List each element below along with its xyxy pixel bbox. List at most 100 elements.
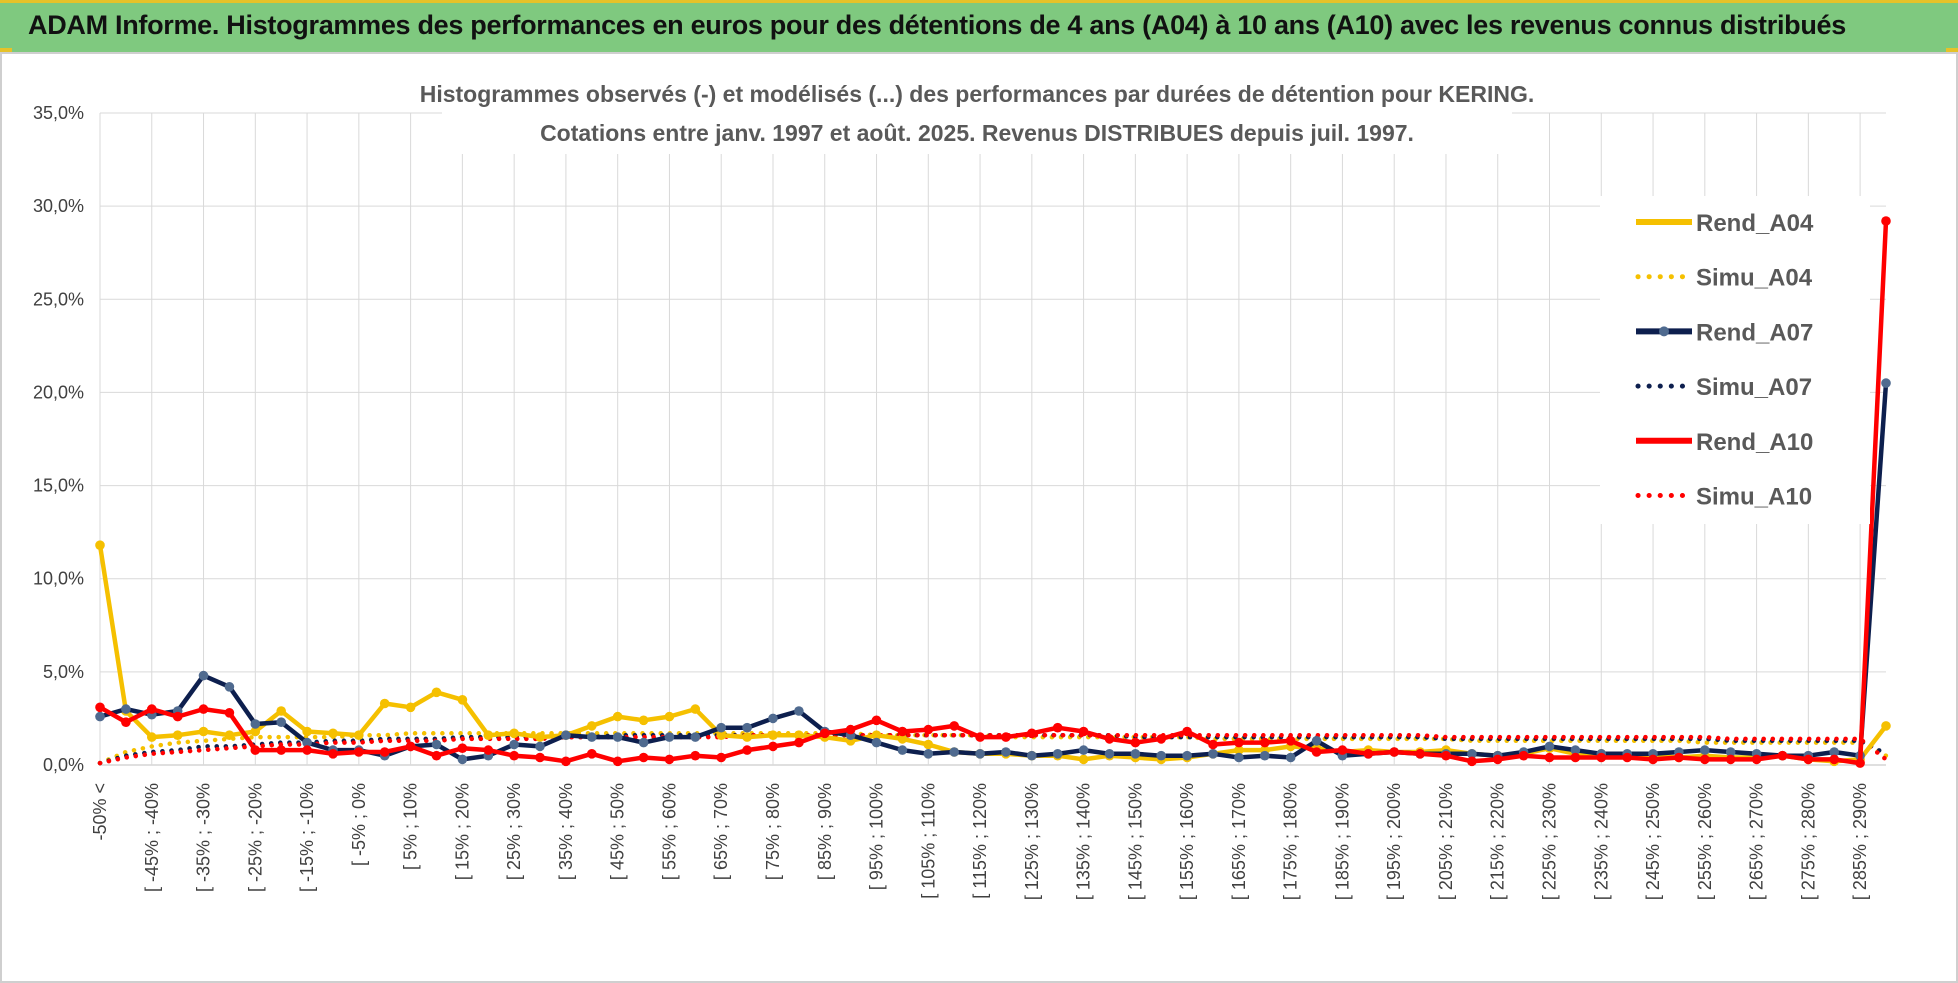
x-tick-label: [ 275% ; 280% <box>1798 783 1818 900</box>
data-point-rend-a07 <box>1570 745 1581 755</box>
data-point-rend-a04 <box>276 706 287 716</box>
data-point-rend-a07 <box>1208 749 1218 759</box>
data-point-rend-a10 <box>328 749 338 759</box>
data-point-rend-a04 <box>405 702 416 713</box>
data-point-rend-a04 <box>1078 754 1089 765</box>
x-tick-label: [ 15% ; 20% <box>452 783 472 880</box>
x-tick-label: [ 75% ; 80% <box>763 783 783 880</box>
data-point-rend-a10 <box>1622 752 1632 763</box>
data-point-rend-a10 <box>483 745 494 755</box>
data-point-rend-a10 <box>354 747 364 757</box>
y-tick-label: 5,0% <box>43 662 84 682</box>
data-point-rend-a10 <box>431 750 442 761</box>
legend: Rend_A04 Simu_A04 Rend_A07 Simu_A07 Rend_A10… <box>1600 196 1870 524</box>
x-tick-label: [ 25% ; 30% <box>504 783 524 880</box>
x-tick-label: [ 235% ; 240% <box>1591 783 1611 900</box>
data-point-rend-a10 <box>612 756 623 767</box>
data-point-rend-a04 <box>587 721 597 731</box>
data-point-rend-a07 <box>1285 752 1296 763</box>
data-point-rend-a04 <box>431 687 442 698</box>
data-point-rend-a07 <box>742 722 752 733</box>
data-point-rend-a10 <box>1363 749 1374 759</box>
data-point-rend-a04 <box>250 726 261 737</box>
data-point-rend-a07 <box>276 717 287 727</box>
x-tick-label: [ -35% ; -30% <box>194 783 214 892</box>
x-tick-label: -50% < <box>90 783 110 841</box>
data-point-rend-a04 <box>483 730 494 740</box>
data-point-rend-a04 <box>664 711 675 722</box>
y-tick-label: 0,0% <box>43 755 84 775</box>
data-point-rend-a07 <box>1544 741 1555 752</box>
legend-label-rend-a04: Rend_A04 <box>1696 210 1814 237</box>
data-point-rend-a10 <box>1492 754 1503 765</box>
data-point-rend-a04 <box>379 698 390 709</box>
data-point-rend-a10 <box>923 724 934 735</box>
data-point-rend-a10 <box>95 702 105 713</box>
data-point-rend-a07 <box>1829 747 1839 757</box>
data-point-rend-a10 <box>768 741 778 752</box>
data-point-rend-a10 <box>664 754 675 765</box>
y-tick-label: 15,0% <box>33 476 84 496</box>
chart-title-line1: Histogrammes observés (-) et modélisés (… <box>420 81 1535 107</box>
data-point-rend-a07 <box>638 737 649 748</box>
data-point-rend-a07 <box>949 747 959 757</box>
data-point-rend-a07 <box>1467 749 1477 759</box>
data-point-rend-a04 <box>147 732 157 742</box>
data-point-rend-a07 <box>1725 747 1736 757</box>
data-point-rend-a10 <box>405 741 416 752</box>
legend-label-rend-a07: Rend_A07 <box>1696 319 1813 346</box>
data-point-rend-a10 <box>1467 756 1477 767</box>
data-point-rend-a07 <box>612 732 623 742</box>
data-point-rend-a10 <box>1182 726 1192 737</box>
y-tick-label: 25,0% <box>33 289 84 309</box>
data-point-rend-a10 <box>1415 749 1425 759</box>
data-point-rend-a10 <box>1829 754 1839 765</box>
x-tick-label: [ 265% ; 270% <box>1747 783 1767 900</box>
data-point-rend-a10 <box>1156 734 1166 744</box>
x-tick-label: [ 135% ; 140% <box>1074 783 1094 900</box>
x-tick-label: [ 205% ; 210% <box>1436 783 1456 900</box>
data-point-rend-a07 <box>587 732 597 742</box>
corner-accent-left <box>0 48 12 52</box>
data-point-rend-a10 <box>1674 752 1684 763</box>
x-tick-label: [ 45% ; 50% <box>608 783 628 880</box>
data-point-rend-a10 <box>561 756 571 767</box>
series-line-simu-a10 <box>97 732 1889 766</box>
data-point-rend-a10 <box>1570 752 1581 763</box>
data-point-rend-a10 <box>147 704 157 714</box>
data-point-rend-a07 <box>1027 750 1037 761</box>
data-point-rend-a07 <box>250 719 261 729</box>
y-tick-label: 35,0% <box>33 103 84 123</box>
x-axis-ticks: -50% < [ -45% ; -40% [ -35% ; -30% [ -25% ;… <box>90 783 1870 900</box>
x-tick-label: [ 105% ; 110% <box>918 783 938 899</box>
data-point-rend-a07 <box>871 737 882 748</box>
data-point-rend-a10 <box>1027 728 1037 739</box>
data-point-rend-a07 <box>1104 749 1115 759</box>
data-point-rend-a10 <box>1389 747 1399 757</box>
x-tick-label: [ 285% ; 290% <box>1850 783 1870 900</box>
data-point-rend-a10 <box>1725 754 1736 765</box>
data-point-rend-a10 <box>1544 752 1555 763</box>
data-point-rend-a10 <box>1648 754 1658 765</box>
data-point-rend-a04 <box>638 715 649 726</box>
data-point-rend-a07 <box>1234 752 1244 763</box>
data-point-rend-a04 <box>302 726 312 737</box>
data-point-rend-a07 <box>923 749 934 759</box>
x-tick-label: [ 35% ; 40% <box>556 783 576 880</box>
data-point-rend-a07 <box>975 749 985 759</box>
x-tick-label: [ 145% ; 150% <box>1125 783 1145 900</box>
data-point-rend-a10 <box>716 752 726 763</box>
data-point-rend-a04 <box>95 540 105 550</box>
data-point-rend-a07 <box>198 670 209 681</box>
data-point-rend-a10 <box>276 745 287 755</box>
data-point-rend-a04 <box>535 732 545 742</box>
x-tick-label: [ 95% ; 100% <box>867 783 887 890</box>
x-tick-label: [ 225% ; 230% <box>1540 783 1560 900</box>
data-point-rend-a07 <box>1156 750 1166 761</box>
data-point-rend-a04 <box>897 734 908 744</box>
x-tick-label: [ -15% ; -10% <box>297 783 317 892</box>
x-tick-label: [ -5% ; 0% <box>349 783 369 866</box>
y-tick-label: 30,0% <box>33 196 84 216</box>
y-axis-ticks: 0,0% 5,0% 10,0% 15,0% 20,0% 25,0% 30,0% 35,0% <box>33 103 84 775</box>
